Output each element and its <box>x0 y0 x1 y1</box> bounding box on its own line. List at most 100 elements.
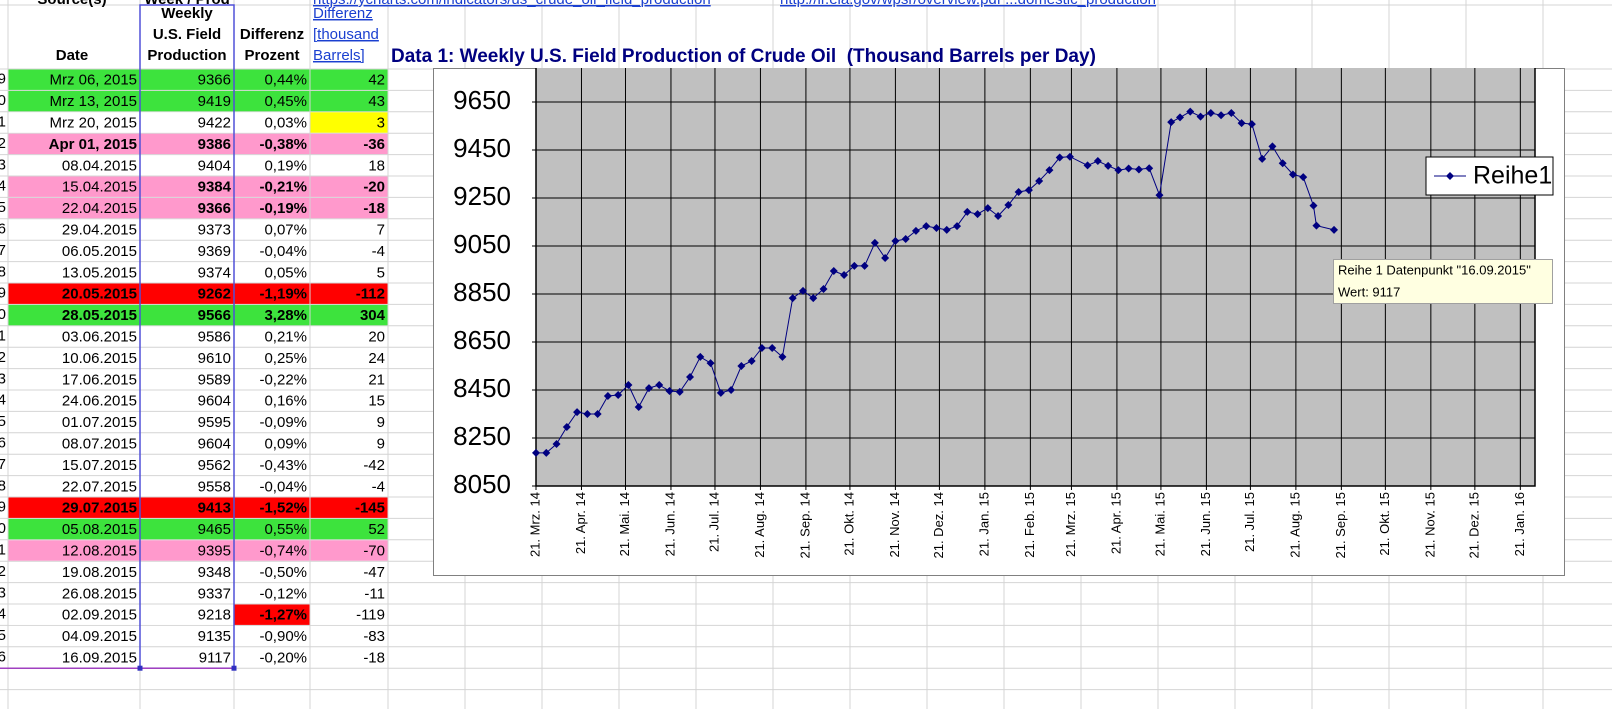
row-number: 8 <box>0 477 6 494</box>
data-point <box>983 204 992 213</box>
cell: 9586 <box>198 328 231 345</box>
cell: 10.06.2015 <box>62 350 137 367</box>
cell: -0,19% <box>259 200 307 217</box>
cell-fill <box>310 133 388 155</box>
cell: 26.08.2015 <box>62 585 137 602</box>
data-point <box>665 386 674 395</box>
cell: 0,19% <box>264 157 307 174</box>
cell: 9595 <box>198 414 231 431</box>
row-number: 1 <box>0 113 6 130</box>
cell: -0,12% <box>259 585 307 602</box>
cell-fill <box>234 304 310 326</box>
data-point <box>1309 201 1318 210</box>
top-row-text[interactable]: http://ir.eia.gov/wpsr/overview.pdf ...d… <box>780 0 1156 8</box>
cell-fill <box>8 518 140 540</box>
cell: Mrz 06, 2015 <box>49 72 137 89</box>
row-number: 6 <box>0 220 6 237</box>
x-tick-label: 21. Jul. 15 <box>1242 492 1257 552</box>
data-point <box>1035 176 1044 185</box>
cell-fill <box>8 112 140 133</box>
x-tick-label: 21. Mai. 14 <box>617 492 632 556</box>
data-point <box>1045 166 1054 175</box>
cell: 20 <box>368 328 385 345</box>
cell: 42 <box>368 72 385 89</box>
cell: 304 <box>360 307 386 324</box>
cell: 9366 <box>198 72 231 89</box>
legend-label[interactable]: Reihe1 <box>1473 162 1552 190</box>
cell: 9566 <box>198 307 231 324</box>
selection-handle <box>137 665 143 671</box>
cell: -4 <box>372 478 385 495</box>
cell-fill <box>140 604 234 625</box>
cell: -1,19% <box>259 286 307 303</box>
tooltip-text: Wert: 9117 <box>1338 284 1400 299</box>
cell: 08.04.2015 <box>62 157 137 174</box>
row-number: 5 <box>0 199 6 216</box>
cell: 3 <box>377 114 385 131</box>
cell: -112 <box>356 286 385 303</box>
data-point <box>932 224 941 232</box>
column-header: Date <box>56 47 89 64</box>
data-point <box>1114 166 1123 175</box>
cell-fill <box>310 176 388 197</box>
data-point <box>1124 164 1133 173</box>
row-number: 0 <box>0 92 6 109</box>
data-point <box>1247 120 1256 129</box>
cell-fill <box>140 112 234 133</box>
cell: 9337 <box>198 585 231 602</box>
row-number: 2 <box>0 135 6 152</box>
legend-marker <box>1446 172 1454 180</box>
cell: 15.07.2015 <box>62 457 137 474</box>
cell: -1,52% <box>259 500 307 517</box>
cell: 9604 <box>198 435 231 452</box>
data-point <box>716 388 725 397</box>
x-tick-label: 21. Sep. 14 <box>797 492 812 559</box>
cell: 9374 <box>198 264 231 281</box>
cell-fill <box>8 497 140 518</box>
cell-fill <box>234 197 310 219</box>
y-tick-label: 8250 <box>453 421 511 451</box>
cell: 9 <box>377 414 385 431</box>
cell-fill <box>8 176 140 197</box>
data-point <box>757 344 766 352</box>
top-row-text[interactable]: https://ycharts.com/indicators/us_crude_… <box>313 0 711 8</box>
data-point <box>1024 186 1033 195</box>
column-header[interactable]: Differenz <box>313 5 373 22</box>
cell-fill <box>234 283 310 304</box>
row-number: 4 <box>0 392 6 409</box>
x-tick-label: 21. Okt. 15 <box>1377 492 1392 556</box>
column-header[interactable]: [thousand <box>313 26 379 43</box>
column-header: Production <box>147 47 226 64</box>
cell: 01.07.2015 <box>62 414 137 431</box>
cell: 9386 <box>198 136 231 153</box>
data-point <box>1288 170 1297 179</box>
data-point <box>881 254 890 262</box>
cell: -11 <box>364 585 385 602</box>
cell: 9610 <box>198 350 231 367</box>
cell-fill <box>140 540 234 561</box>
data-point <box>1083 161 1092 170</box>
cell-fill <box>140 197 234 219</box>
cell-fill <box>310 69 388 90</box>
y-tick-label: 9650 <box>453 85 511 115</box>
row-number: 9 <box>0 71 6 88</box>
x-tick-label: 21. Nov. 14 <box>887 492 902 558</box>
data-point <box>634 403 643 412</box>
row-number: 0 <box>0 306 6 323</box>
data-point <box>1104 161 1113 170</box>
cell: 9589 <box>198 371 231 388</box>
cell-fill <box>234 604 310 625</box>
cell: 20.05.2015 <box>62 286 137 303</box>
column-header[interactable]: Barrels] <box>313 47 365 64</box>
cell: 9395 <box>198 542 231 559</box>
data-point <box>901 235 910 244</box>
x-tick-label: 21. Jun. 14 <box>662 492 677 556</box>
cell: -18 <box>363 649 385 666</box>
cell: 9422 <box>198 114 231 131</box>
data-point <box>706 359 715 368</box>
cell: -0,21% <box>259 179 307 196</box>
cell: 0,03% <box>264 114 307 131</box>
cell-fill <box>8 90 140 112</box>
column-header: Weekly <box>161 5 213 22</box>
data-point <box>1268 142 1277 151</box>
